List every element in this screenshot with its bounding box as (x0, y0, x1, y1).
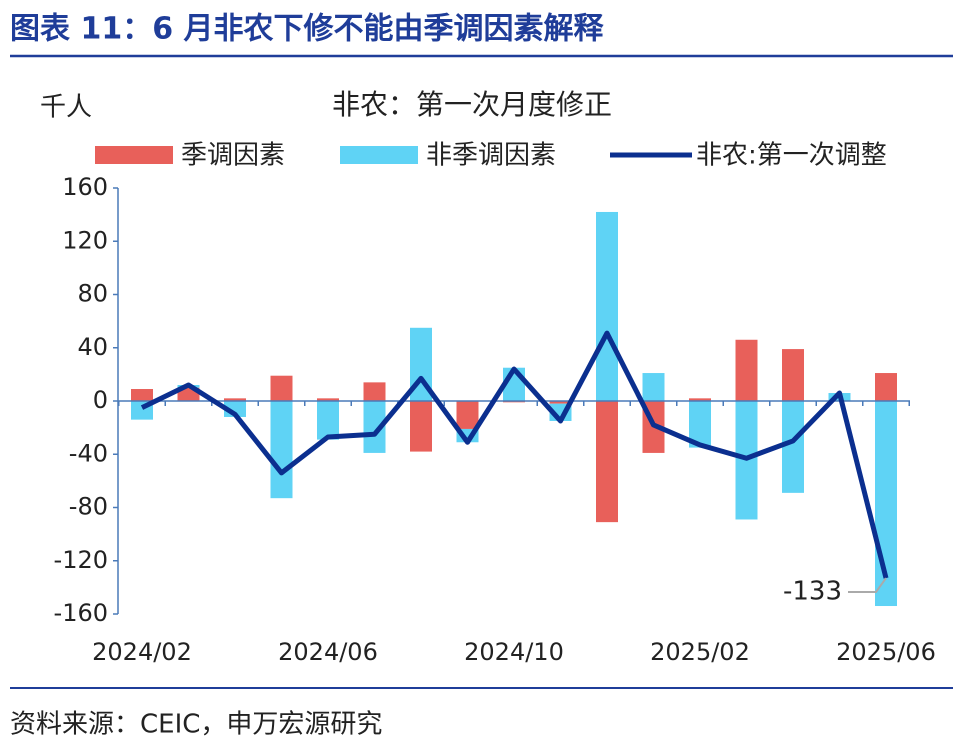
bar (410, 401, 432, 452)
x-tick-label: 2025/02 (650, 638, 750, 666)
annotation: -133 (783, 577, 842, 607)
bar (782, 401, 804, 493)
legend-swatch (95, 146, 173, 164)
bar (782, 349, 804, 401)
bar (131, 389, 153, 401)
bar (596, 401, 618, 523)
y-tick-label: -80 (69, 493, 108, 521)
bar (689, 398, 711, 401)
x-tick-label: 2024/06 (278, 638, 378, 666)
legend-label: 非农:第一次调整 (696, 141, 887, 171)
y-tick-label: -40 (69, 439, 108, 467)
bar (317, 401, 339, 440)
y-tick-label: 0 (93, 386, 108, 414)
bar (270, 401, 293, 499)
y-tick-label: 120 (62, 226, 108, 254)
chart-title: 非农：第一次月度修正 (332, 88, 612, 121)
y-tick-label: 80 (77, 280, 108, 308)
bar (689, 401, 711, 448)
bar (875, 373, 897, 401)
legend-label: 季调因素 (181, 141, 285, 171)
x-tick-label: 2024/02 (92, 638, 192, 666)
y-tick-label: 160 (62, 173, 108, 201)
bar (596, 211, 618, 401)
unit: 千人 (40, 93, 92, 123)
y-tick-label: -120 (54, 546, 108, 574)
annotation-leader (848, 577, 887, 594)
y-tick-label: 40 (77, 333, 108, 361)
bar (735, 339, 758, 401)
bar (363, 382, 386, 401)
x-tick-label: 2025/06 (836, 638, 936, 666)
source: 资料来源：CEIC，申万宏源研究 (10, 710, 382, 740)
bar (363, 401, 386, 453)
x-tick-label: 2024/10 (464, 638, 564, 666)
bar (270, 375, 293, 401)
bar (642, 373, 665, 401)
bar (224, 398, 246, 401)
line (140, 330, 889, 579)
page-title: 图表 11：6 月非农下修不能由季调因素解释 (10, 12, 605, 47)
y-tick-label: -160 (54, 599, 108, 627)
bar (549, 401, 572, 404)
legend-swatch (340, 146, 418, 164)
bar (317, 398, 339, 401)
bar (456, 401, 479, 429)
legend-label: 非季调因素 (426, 141, 556, 171)
